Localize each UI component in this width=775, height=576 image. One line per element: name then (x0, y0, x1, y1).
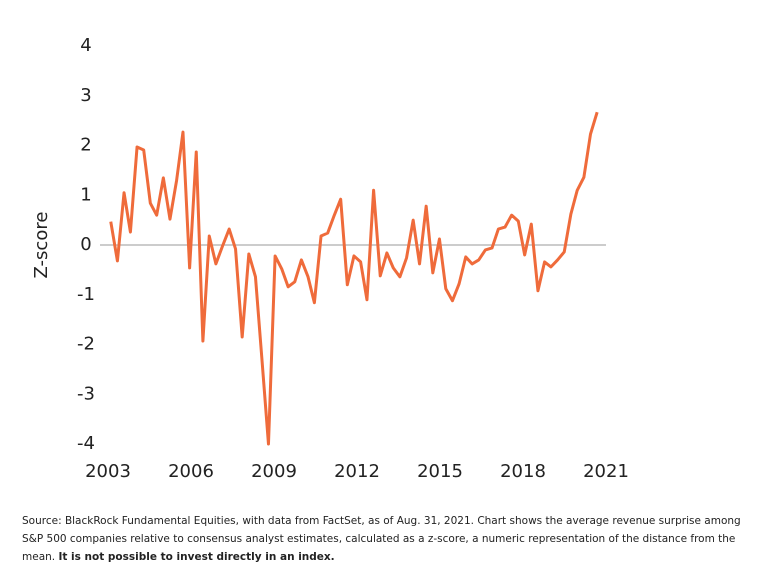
y-tick-label: -1 (77, 284, 95, 305)
x-tick-label: 2006 (168, 461, 214, 482)
x-tick-label: 2012 (334, 461, 380, 482)
y-tick-label: 4 (80, 35, 91, 56)
y-tick-label: 1 (80, 184, 91, 205)
y-axis-label: Z-score (31, 212, 52, 279)
y-tick-label: 0 (80, 234, 91, 255)
y-tick-label: -3 (77, 383, 95, 404)
x-tick-label: 2018 (500, 461, 546, 482)
y-tick-label: 3 (80, 85, 91, 106)
x-tick-label: 2015 (417, 461, 463, 482)
chart: Z-score -4 -3 -2 -1 0 1 2 3 4 2003 2006 2009 2012 201… (31, 35, 629, 482)
footnote: Source: BlackRock Fundamental Equities, … (22, 512, 747, 566)
x-tick-label: 2021 (583, 461, 629, 482)
footnote-bold: It is not possible to invest directly in… (58, 551, 335, 563)
y-tick-label: -2 (77, 334, 95, 355)
footnote-text: Source: BlackRock Fundamental Equities, … (22, 515, 741, 563)
x-tick-label: 2003 (85, 461, 131, 482)
y-tick-label: -4 (77, 433, 95, 454)
x-tick-label: 2009 (251, 461, 297, 482)
y-tick-label: 2 (80, 135, 91, 156)
data-line (109, 111, 599, 446)
